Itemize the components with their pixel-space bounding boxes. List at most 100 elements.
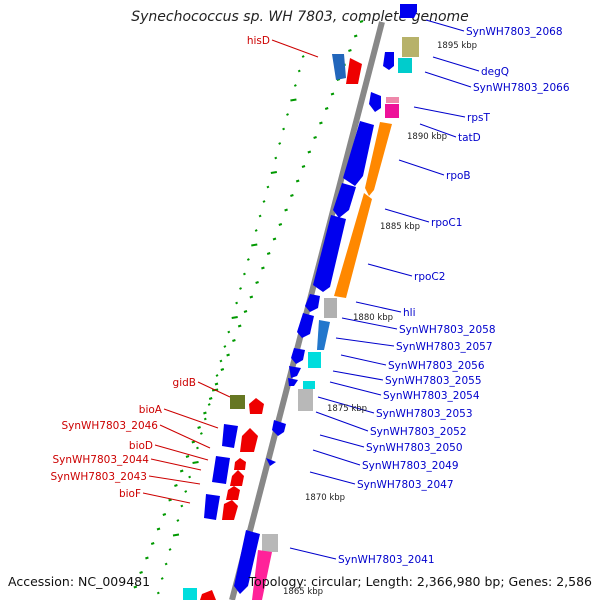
gene-SynWH7803_2058-b[interactable]: [297, 313, 314, 338]
gene-label[interactable]: degQ: [481, 66, 509, 78]
gene-SynWH7803_2049[interactable]: [266, 458, 276, 466]
callout-line: [413, 106, 466, 118]
callout-line: [150, 458, 202, 471]
gene-SynWH7803_2066-a[interactable]: [383, 52, 394, 70]
callout-line: [312, 449, 361, 466]
gene-rpoC1[interactable]: [333, 183, 356, 218]
gene-label[interactable]: SynWH7803_2049: [362, 460, 459, 472]
gene-label[interactable]: SynWH7803_2054: [383, 390, 480, 402]
callout-line: [341, 317, 398, 330]
gene-SynWH7803_2041-pink[interactable]: [252, 550, 272, 600]
gene-label[interactable]: rpoC2: [414, 271, 445, 283]
gene-bioA[interactable]: [222, 424, 238, 448]
gene-label[interactable]: SynWH7803_2056: [388, 360, 485, 372]
gene-SynWH7803_2046[interactable]: [240, 428, 258, 452]
gene-label[interactable]: SynWH7803_2046: [61, 420, 158, 432]
gene-hisD[interactable]: [332, 54, 346, 80]
gene-rpoC1-orange[interactable]: [334, 193, 372, 298]
tick-mark: [180, 504, 184, 508]
gene-SynWH7803_2054[interactable]: [288, 378, 298, 386]
kbp-label: 1865 kbp: [283, 587, 323, 597]
gene-SynWH7803_2044[interactable]: [234, 458, 246, 470]
tick-mark: [172, 533, 180, 537]
tick-mark: [266, 185, 270, 189]
gene-SynWH7803_2041-gray[interactable]: [262, 534, 278, 552]
gene-bioD[interactable]: [212, 456, 230, 484]
gene-SynWH7803_2058[interactable]: [324, 298, 337, 318]
gene-SynWH7803_2068[interactable]: [400, 4, 417, 18]
gene-bioF-b[interactable]: [222, 500, 238, 520]
gene-label[interactable]: bioD: [129, 440, 153, 452]
gene-hisD-b[interactable]: [346, 58, 362, 84]
callout-line: [163, 408, 219, 429]
gene-label[interactable]: tatD: [458, 132, 481, 144]
tick-mark: [237, 324, 242, 328]
tick-mark: [251, 243, 258, 247]
gene-label[interactable]: SynWH7803_2058: [399, 324, 496, 336]
gene-degQ[interactable]: [402, 37, 419, 57]
gene-SynWH7803_2055[interactable]: [289, 366, 301, 378]
gene-hli[interactable]: [305, 294, 320, 312]
gene-SynWH7803_2053[interactable]: [303, 381, 315, 389]
tick-mark: [255, 281, 259, 284]
gene-label[interactable]: SynWH7803_2043: [50, 471, 147, 483]
gene-rpsT[interactable]: [385, 104, 399, 118]
gene-label[interactable]: SynWH7803_2047: [357, 479, 454, 491]
tick-mark: [185, 455, 190, 458]
map-title: Synechococcus sp. WH 7803, complete geno…: [131, 9, 469, 25]
tick-mark: [330, 92, 335, 96]
tick-mark: [176, 519, 180, 522]
gene-bottom-red[interactable]: [200, 590, 216, 600]
gene-SynWH7803_2052[interactable]: [298, 389, 313, 411]
tick-mark: [150, 542, 155, 545]
tick-mark: [254, 229, 258, 232]
gene-label[interactable]: SynWH7803_2044: [52, 454, 149, 466]
gene-label[interactable]: SynWH7803_2050: [366, 442, 463, 454]
callout-line: [398, 159, 445, 176]
kbp-label: 1895 kbp: [437, 41, 477, 51]
gene-SynWH7803_2043[interactable]: [230, 470, 244, 486]
gene-label[interactable]: SynWH7803_2057: [396, 341, 493, 353]
kbp-label: 1870 kbp: [305, 493, 345, 503]
gene-label[interactable]: rpoC1: [431, 217, 462, 229]
gene-rpoB[interactable]: [343, 121, 374, 186]
callout-line: [332, 370, 384, 381]
gene-bioF-a[interactable]: [226, 486, 240, 500]
gene-label[interactable]: bioF: [119, 488, 141, 500]
scale-ticks: [133, 20, 364, 595]
gene-SynWH7803_2056[interactable]: [308, 352, 321, 368]
gene-bioF[interactable]: [204, 494, 220, 520]
tick-mark: [235, 301, 239, 305]
gene-label[interactable]: SynWH7803_2041: [338, 554, 435, 566]
gene-rpoC2[interactable]: [313, 215, 346, 292]
gene-gidB[interactable]: [230, 395, 245, 409]
gene-label[interactable]: rpoB: [446, 170, 471, 182]
callout-line: [148, 475, 201, 485]
gene-bottom-cyan[interactable]: [183, 588, 197, 600]
gene-label[interactable]: rpsT: [467, 112, 490, 124]
tick-mark: [191, 440, 196, 444]
gene-gidB-b[interactable]: [249, 398, 264, 414]
gene-SynWH7803_2041[interactable]: [234, 530, 260, 594]
gene-label[interactable]: hisD: [247, 35, 270, 47]
gene-rpsT-a[interactable]: [369, 92, 381, 112]
gene-rpsT-b[interactable]: [386, 97, 399, 103]
callout-line: [317, 396, 375, 414]
gene-SynWH7803_2056-a[interactable]: [291, 348, 305, 364]
gene-label[interactable]: SynWH7803_2055: [385, 375, 482, 387]
gene-label[interactable]: bioA: [139, 404, 163, 416]
gene-SynWH7803_2057[interactable]: [317, 320, 330, 350]
forward-strand-genes: [234, 4, 419, 600]
gene-label[interactable]: hli: [403, 307, 416, 319]
gene-label[interactable]: SynWH7803_2066: [473, 82, 570, 94]
tick-mark: [359, 20, 364, 23]
tick-mark: [313, 136, 317, 139]
gene-rpoB-orange[interactable]: [365, 122, 392, 196]
gene-SynWH7803_2066[interactable]: [398, 58, 412, 73]
tick-mark: [278, 223, 283, 226]
gene-label[interactable]: SynWH7803_2052: [370, 426, 467, 438]
gene-label[interactable]: SynWH7803_2068: [466, 26, 563, 38]
gene-SynWH7803_2050[interactable]: [272, 420, 286, 436]
gene-label[interactable]: SynWH7803_2053: [376, 408, 473, 420]
gene-label[interactable]: gidB: [173, 377, 196, 389]
